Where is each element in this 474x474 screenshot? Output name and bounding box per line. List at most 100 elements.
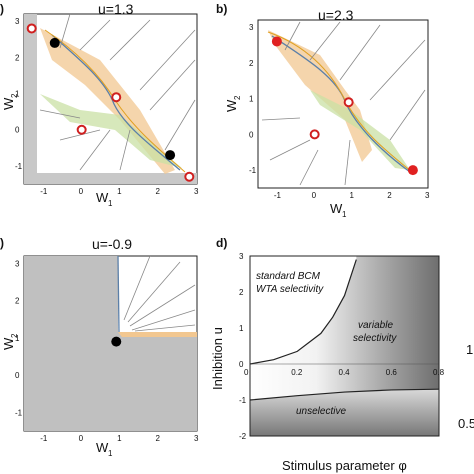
panel-d-upper-boundary (249, 259, 357, 365)
panel-a-separatrix-1 (51, 34, 181, 171)
svg-text:W: W (1, 337, 16, 350)
panel-b-ticks: -1 0 1 2 3 -1 0 1 2 3 (249, 23, 430, 200)
panel-d: 0 0.2 0.4 0.6 0.8 -2 -1 0 1 2 3 standard BCM WTA s… (210, 252, 474, 473)
x-tick-label-2: 1 (117, 187, 122, 196)
y-tick-label-0: -1 (15, 162, 23, 171)
panel-d-lower-boundary (249, 388, 440, 401)
y-tick-label-3: 2 (15, 297, 20, 306)
x-tick-label-0: -1 (40, 434, 48, 443)
colorbar-label-05: 0.5 (458, 416, 474, 431)
svg-text:1: 1 (342, 210, 347, 219)
panel-d-upper-region (250, 256, 357, 364)
annotation-unselective: unselective (296, 406, 346, 417)
y-tick-label-4: 3 (249, 23, 254, 32)
d-x-tick-label-1: 0.2 (291, 368, 303, 377)
d-y-tick-label-1: -1 (239, 396, 247, 405)
x-tick-label-3: 2 (156, 434, 161, 443)
d-y-tick-label-4: 2 (239, 288, 244, 297)
unstable-point-3 (184, 171, 195, 182)
y-tick-label-1: 0 (249, 130, 254, 139)
panel-a-ticks: -1 0 1 2 3 -1 0 1 2 3 (15, 17, 199, 196)
d-x-tick-label-2: 0.4 (339, 368, 351, 377)
panel-b-title: u=2.3 (318, 7, 354, 23)
panel-b-points (271, 36, 418, 176)
x-tick-label-2: 1 (349, 191, 354, 200)
panel-b-basin-green (310, 90, 410, 170)
panel-a-ylabel: W 2 (1, 93, 19, 110)
svg-text:W: W (1, 97, 16, 110)
y-tick-label-2: 1 (15, 90, 20, 99)
colorbar-label-1: 1 (466, 342, 473, 357)
panel-c-flow-lines (123, 255, 196, 332)
y-tick-label-1: 0 (15, 371, 20, 380)
stable-point-0 (271, 36, 282, 47)
panel-c-forbidden-region (24, 256, 197, 431)
panel-c-basin-orange (118, 332, 197, 337)
svg-text:1: 1 (108, 199, 113, 208)
panel-a-label: ) (0, 2, 4, 16)
y-tick-label-4: 3 (15, 17, 20, 26)
panel-b-frame (257, 19, 429, 189)
panel-d-xlabel: Stimulus parameter φ (282, 458, 407, 473)
y-tick-label-3: 2 (15, 53, 20, 62)
panel-b-label: b) (216, 2, 227, 16)
stable-point-0 (49, 37, 60, 48)
x-tick-label-4: 3 (194, 187, 199, 196)
x-tick-label-1: 0 (79, 187, 84, 196)
y-tick-label-3: 2 (249, 59, 254, 68)
d-y-tick-label-3: 1 (239, 324, 244, 333)
svg-text:2: 2 (233, 95, 242, 100)
panel-c-label: ) (0, 236, 4, 250)
panel-c: -1 0 1 2 3 -1 0 1 2 3 (15, 255, 199, 443)
d-y-tick-label-2: 0 (239, 360, 244, 369)
panel-d-lower-region (250, 389, 439, 436)
annotation-variable: variable (358, 320, 393, 331)
unstable-point-0 (309, 129, 320, 140)
unstable-point-1 (343, 97, 354, 108)
panel-b-ylabel: W 2 (224, 95, 242, 112)
svg-text:W: W (330, 201, 343, 216)
x-tick-label-4: 3 (194, 434, 199, 443)
panel-c-ticks: -1 0 1 2 3 -1 0 1 2 3 (15, 259, 199, 443)
stable-point-0 (111, 336, 122, 347)
x-tick-label-3: 2 (387, 191, 392, 200)
svg-text:2: 2 (10, 93, 19, 98)
panel-c-ylabel: W 2 (1, 333, 19, 350)
d-y-tick-label-5: 3 (239, 252, 244, 261)
panel-d-frame (249, 255, 440, 437)
unstable-point-0 (26, 23, 37, 34)
panel-a-xlabel: W 1 (96, 190, 113, 208)
svg-text:1: 1 (108, 449, 113, 458)
panel-a-title: u=1.3 (98, 1, 134, 17)
d-x-tick-label-4: 0.8 (433, 368, 445, 377)
d-y-tick-label-0: -2 (239, 432, 247, 441)
x-tick-label-2: 1 (117, 434, 122, 443)
y-tick-label-2: 1 (249, 95, 254, 104)
y-tick-label-2: 1 (15, 334, 20, 343)
panel-a: -1 0 1 2 3 -1 0 1 2 3 (15, 13, 199, 196)
annotation-selectivity: selectivity (353, 333, 397, 344)
panel-c-points (111, 336, 122, 347)
unstable-point-2 (111, 92, 122, 103)
y-tick-label-4: 3 (15, 259, 20, 268)
annotation-wta-selectivity: WTA selectivity (256, 284, 324, 295)
svg-text:W: W (224, 99, 239, 112)
d-x-tick-label-0: 0 (244, 368, 249, 377)
unstable-point-1 (76, 124, 87, 135)
svg-text:2: 2 (10, 333, 19, 338)
annotation-standard-bcm: standard BCM (256, 271, 321, 282)
panel-b-xlabel: W 1 (330, 201, 347, 219)
panel-a-points (26, 23, 195, 182)
panel-b: -1 0 1 2 3 -1 0 1 2 3 (249, 19, 430, 200)
y-tick-label-1: 0 (15, 126, 20, 135)
panel-c-title: u=-0.9 (92, 236, 132, 252)
x-tick-label-3: 2 (156, 187, 161, 196)
panel-d-ticks: 0 0.2 0.4 0.6 0.8 -2 -1 0 1 2 3 (239, 252, 445, 441)
x-tick-label-4: 3 (425, 191, 430, 200)
panel-c-xlabel: W 1 (96, 440, 113, 458)
svg-text:W: W (96, 190, 109, 205)
stable-point-1 (165, 150, 176, 161)
panel-b-flow-lines (261, 21, 426, 186)
panel-d-ylabel: Inhibition u (210, 327, 225, 390)
